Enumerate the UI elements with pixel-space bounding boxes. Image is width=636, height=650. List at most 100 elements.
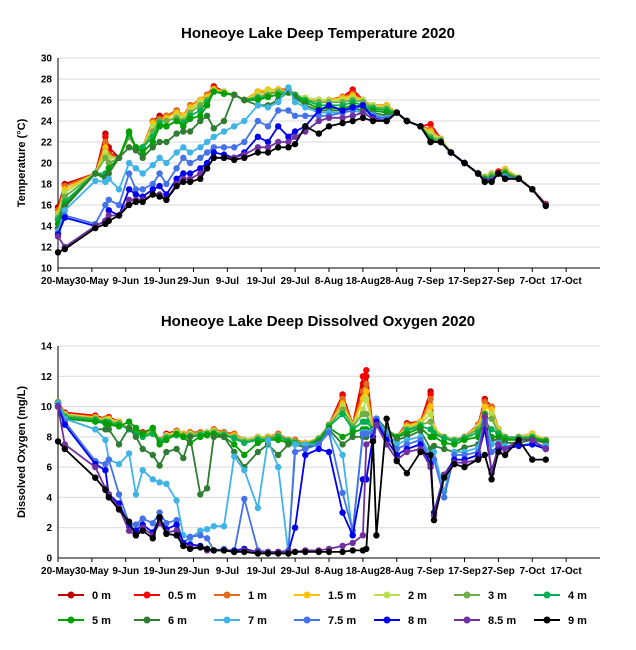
series-8-m-m (54, 102, 549, 238)
data-point (339, 433, 346, 441)
legend-item: 4 m (534, 590, 587, 602)
data-point (542, 202, 549, 210)
data-point (125, 159, 133, 167)
data-point (139, 154, 146, 161)
data-point (488, 406, 495, 413)
data-point (495, 448, 502, 456)
data-point (102, 149, 109, 156)
data-point (132, 532, 140, 539)
legend-item: 2 m (374, 590, 427, 602)
data-point (427, 426, 434, 433)
data-point (173, 497, 180, 504)
data-point (254, 96, 262, 104)
series-line (57, 404, 547, 553)
legend-swatch-marker (143, 591, 151, 599)
data-point (241, 117, 248, 125)
x-tick-label: 9-Jun (112, 276, 139, 287)
data-point (186, 433, 194, 441)
legend-item: 0 m (58, 590, 111, 602)
data-point (163, 117, 170, 125)
data-point (417, 448, 424, 456)
data-point (488, 410, 495, 418)
data-point (132, 165, 140, 172)
data-point (373, 421, 380, 428)
data-point (125, 424, 133, 431)
data-point (102, 201, 109, 209)
data-point (349, 117, 356, 125)
data-point (488, 476, 495, 483)
legend-swatch-marker (67, 616, 75, 624)
x-tick-label: 20-May (41, 276, 75, 287)
data-point (156, 513, 163, 521)
data-point (173, 527, 180, 534)
data-point (542, 445, 549, 453)
data-point (210, 433, 217, 441)
data-point (203, 526, 211, 533)
data-point (461, 444, 468, 451)
data-point (393, 457, 400, 465)
data-point (369, 117, 377, 125)
x-tick-label: 19-Jul (247, 566, 276, 577)
data-point (203, 149, 211, 156)
data-point (132, 147, 140, 154)
data-point (173, 445, 180, 453)
data-point (359, 114, 367, 122)
series-line (57, 403, 546, 496)
data-point (451, 460, 458, 468)
data-point (115, 186, 123, 193)
data-point (339, 107, 346, 114)
data-point (210, 133, 217, 140)
data-point (102, 144, 109, 151)
data-point (291, 524, 299, 531)
data-point (105, 456, 113, 463)
data-point (339, 489, 346, 497)
data-point (264, 144, 272, 151)
data-point (92, 426, 99, 433)
data-point (481, 398, 488, 406)
data-point (173, 516, 180, 524)
data-point (149, 535, 156, 542)
x-tick-label: 8-Aug (315, 566, 343, 577)
data-point (291, 140, 299, 148)
data-point (180, 433, 187, 441)
data-point (197, 532, 204, 539)
data-point (163, 436, 170, 444)
data-point (173, 521, 180, 528)
legend-swatch-marker (303, 591, 311, 599)
data-point (102, 460, 109, 468)
data-point (325, 448, 333, 456)
temperature-x-ticks: 20-May 30-May 9-Jun 19-Jun 29-Jun 9-Jul 19-Jul… (41, 268, 582, 287)
data-point (139, 515, 146, 522)
data-point (461, 463, 468, 471)
data-point (383, 117, 390, 125)
data-point (180, 542, 187, 550)
data-point (363, 418, 370, 425)
data-point (339, 410, 346, 418)
data-point (451, 441, 458, 448)
data-point (132, 191, 140, 198)
data-point (125, 527, 133, 534)
data-point (203, 432, 211, 439)
data-point (359, 373, 367, 380)
data-point (529, 436, 536, 444)
data-point (203, 485, 211, 492)
data-point (275, 98, 282, 106)
data-point (54, 233, 62, 240)
data-point (105, 175, 113, 182)
legend-label: 5 m (92, 615, 111, 627)
legend-item: 0.5 m (134, 590, 196, 602)
data-point (173, 130, 180, 137)
data-point (197, 117, 204, 125)
data-point (132, 521, 140, 528)
x-tick-label: 9-Jun (112, 566, 139, 577)
x-tick-label: 7-Oct (519, 276, 545, 287)
y-tick-label: 16 (41, 201, 53, 212)
data-point (339, 114, 346, 122)
legend-item: 9 m (534, 615, 587, 627)
data-point (132, 424, 140, 431)
data-point (481, 178, 488, 186)
data-point (315, 112, 322, 120)
x-tick-label: 27-Sep (482, 566, 515, 577)
legend-item: 8.5 m (454, 615, 516, 627)
